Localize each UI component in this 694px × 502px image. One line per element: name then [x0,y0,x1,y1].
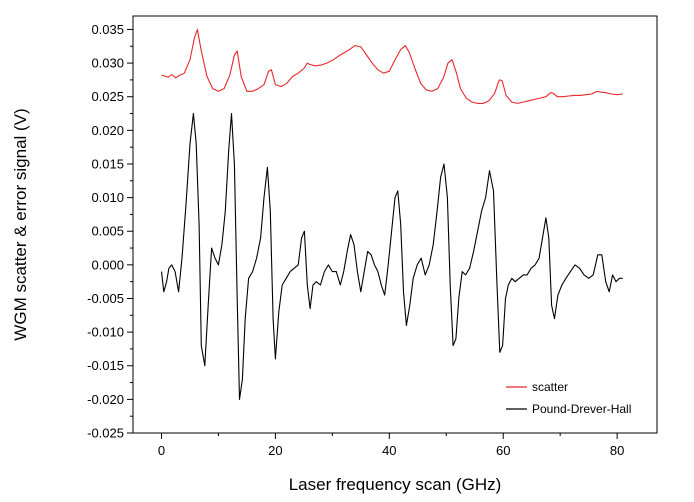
x-tick-label: 20 [268,443,282,458]
y-axis-ticks: -0.025 -0.020 -0.015 -0.010 -0.005 0.000 0.005… [87,22,133,441]
x-tick-label: 0 [158,443,165,458]
x-axis-ticks: 0 20 40 60 80 [158,433,624,458]
x-tick-label: 80 [610,443,624,458]
legend-label: Pound-Drever-Hall [532,402,631,416]
series-line-pound-drever-hall [160,112,623,400]
series-layer [160,28,623,400]
x-tick-label: 40 [382,443,396,458]
legend: scatter Pound-Drever-Hall [506,380,631,416]
x-axis-title: Laser frequency scan (GHz) [289,475,502,494]
y-tick-label: -0.020 [87,392,124,407]
y-tick-label: 0.035 [91,22,124,37]
y-tick-label: 0.005 [91,224,124,239]
y-tick-label: 0.000 [91,257,124,272]
y-tick-label: -0.010 [87,325,124,340]
y-tick-label: 0.020 [91,123,124,138]
y-axis-title: WGM scatter & error signal (V) [11,108,30,340]
plot-frame [132,15,658,434]
y-tick-label: 0.010 [91,190,124,205]
y-tick-label: -0.005 [87,291,124,306]
series-line-scatter [161,28,623,104]
y-tick-label: 0.025 [91,89,124,104]
y-tick-label: -0.015 [87,358,124,373]
y-tick-label: -0.025 [87,426,124,441]
y-tick-label: 0.030 [91,56,124,71]
legend-label: scatter [532,380,568,394]
x-tick-label: 60 [496,443,510,458]
y-tick-label: 0.015 [91,156,124,171]
